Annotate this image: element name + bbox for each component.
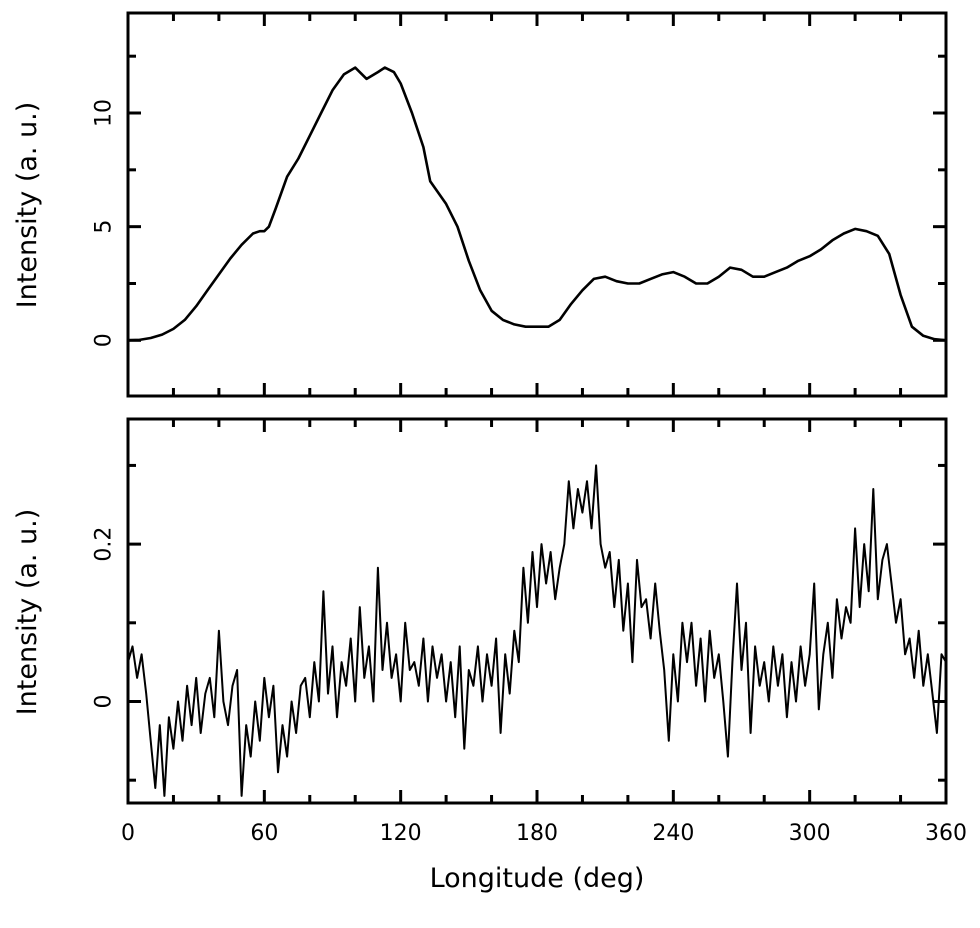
top-frame — [126, 11, 948, 398]
top-y-tick-label: 0 — [92, 333, 117, 347]
bottom-y-axis-label: Intensity (a. u.) — [12, 509, 43, 716]
bottom-x-tick-label: 180 — [516, 821, 558, 846]
top-panel: 0 5 10 — [92, 11, 948, 398]
bottom-x-tick-label: 300 — [789, 821, 831, 846]
bottom-series-line — [127, 464, 947, 797]
bottom-y-tick-label: 0 — [92, 694, 117, 708]
bottom-x-tick-label: 120 — [380, 821, 422, 846]
top-y-tick-label: 10 — [92, 99, 117, 127]
bottom-x-tick-label: 0 — [121, 821, 135, 846]
top-y-tick-label: 5 — [92, 220, 117, 234]
top-y-axis-label: Intensity (a. u.) — [12, 102, 43, 309]
top-series-line — [127, 66, 947, 342]
bottom-x-tick-label: 360 — [925, 821, 967, 846]
bottom-x-tick-label: 240 — [652, 821, 694, 846]
bottom-y-tick-label: 0.2 — [92, 527, 117, 562]
x-axis-label: Longitude (deg) — [430, 863, 645, 894]
bottom-x-tick-label: 60 — [250, 821, 278, 846]
bottom-panel: 0 0.2 0 60 120 180 240 300 360 — [92, 417, 967, 846]
